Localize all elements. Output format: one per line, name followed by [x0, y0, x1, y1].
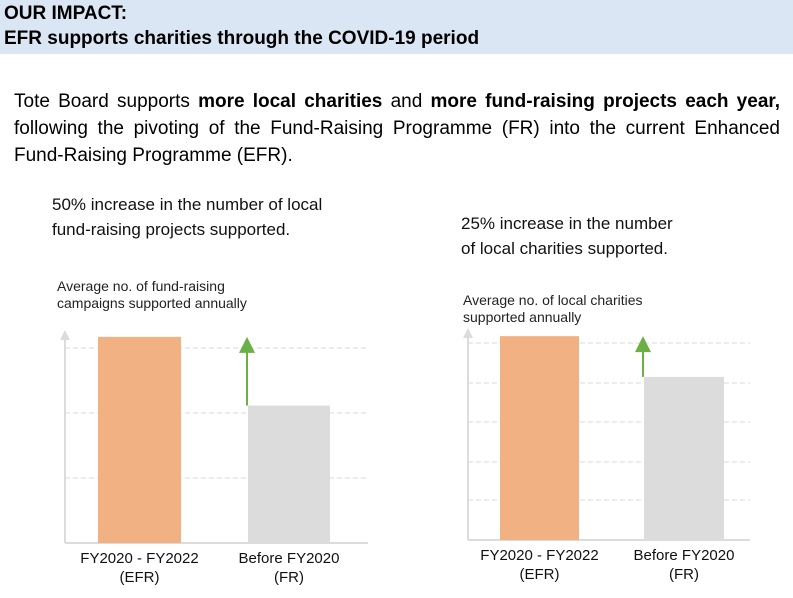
- bar-fr: [248, 405, 330, 543]
- bar-fr: [644, 376, 724, 540]
- y-axis-label: supported annually: [463, 309, 581, 325]
- increase-arrow-icon: [239, 336, 255, 353]
- y-axis-arrow-icon: [463, 328, 473, 338]
- intro-emphasis: more fund-raising projects each year,: [430, 91, 781, 112]
- bar-efr: [98, 336, 181, 543]
- intro-emphasis: more local charities: [198, 91, 383, 112]
- x-tick-label: (FR): [669, 566, 699, 583]
- intro-paragraph: Tote Board supports more local charities…: [14, 88, 780, 169]
- caption-line: 25% increase in the number: [461, 214, 673, 233]
- y-axis-arrow-icon: [60, 330, 70, 340]
- y-axis-label: Average no. of fund-raising: [57, 278, 225, 294]
- bar-efr: [500, 336, 579, 540]
- intro-text: Tote Board supports: [14, 91, 199, 112]
- header-title: EFR supports charities through the COVID…: [4, 28, 480, 49]
- x-tick-label: FY2020 - FY2022: [80, 550, 198, 567]
- header-banner: OUR IMPACT: EFR supports charities throu…: [0, 0, 793, 54]
- x-tick-label: Before FY2020: [634, 547, 735, 564]
- x-tick-label: (FR): [274, 569, 304, 586]
- caption-line: 50% increase in the number of local: [52, 195, 323, 214]
- chart-2: Average no. of local charitiessupported …: [463, 292, 750, 583]
- x-tick-label: (EFR): [120, 569, 160, 586]
- right-caption: 25% increase in the number of local char…: [461, 211, 673, 261]
- increase-arrow-icon: [635, 336, 651, 353]
- x-tick-label: (EFR): [520, 566, 560, 583]
- intro-text: following the pivoting of the Fund-Raisi…: [14, 118, 780, 166]
- left-caption: 50% increase in the number of local fund…: [52, 192, 322, 242]
- caption-line: fund-raising projects supported.: [52, 220, 291, 239]
- x-tick-label: FY2020 - FY2022: [480, 547, 598, 564]
- y-axis-label: Average no. of local charities: [463, 292, 643, 308]
- intro-text: and: [382, 91, 431, 112]
- x-tick-label: Before FY2020: [239, 550, 340, 567]
- header-label: OUR IMPACT:: [4, 3, 128, 24]
- caption-line: of local charities supported.: [461, 239, 668, 258]
- y-axis-label: campaigns supported annually: [57, 295, 247, 311]
